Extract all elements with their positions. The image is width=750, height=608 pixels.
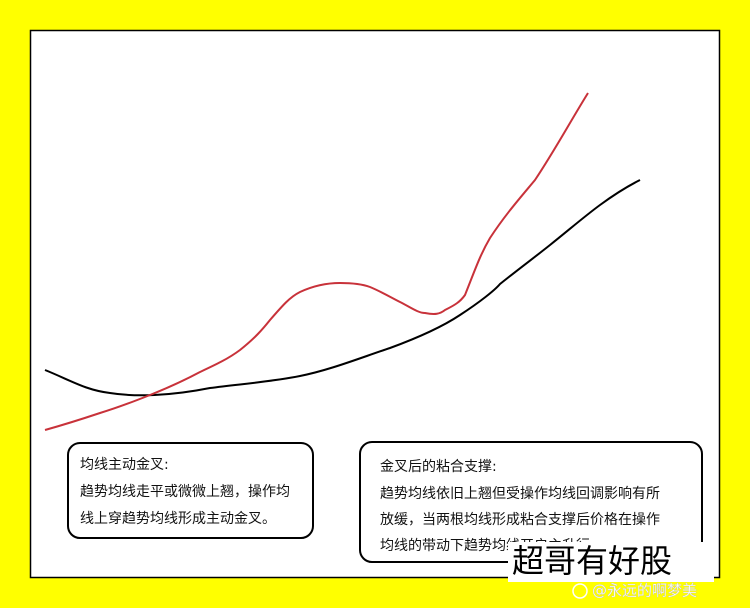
right-box-line: 趋势均线依旧上翘但受操作均线回调影响有所: [380, 486, 660, 502]
watermark-handle: @永远的啊梦美: [592, 582, 697, 600]
right-box-line: 放缓，当两根均线形成粘合支撑后价格在操作: [380, 512, 660, 528]
operation-line: [44, 92, 589, 431]
watermark-title: 超哥有好股: [512, 542, 672, 580]
left-box-line: 趋势均线走平或微微上翘，操作均: [80, 484, 290, 500]
left-box-line: 线上穿趋势均线形成主动金叉。: [80, 511, 276, 527]
left-box-title: 均线主动金叉:: [80, 457, 169, 473]
weibo-icon: [572, 583, 588, 599]
right-box-title: 金叉后的粘合支撑:: [380, 459, 497, 475]
left-box: [67, 442, 314, 539]
watermark-bg: [508, 542, 714, 582]
